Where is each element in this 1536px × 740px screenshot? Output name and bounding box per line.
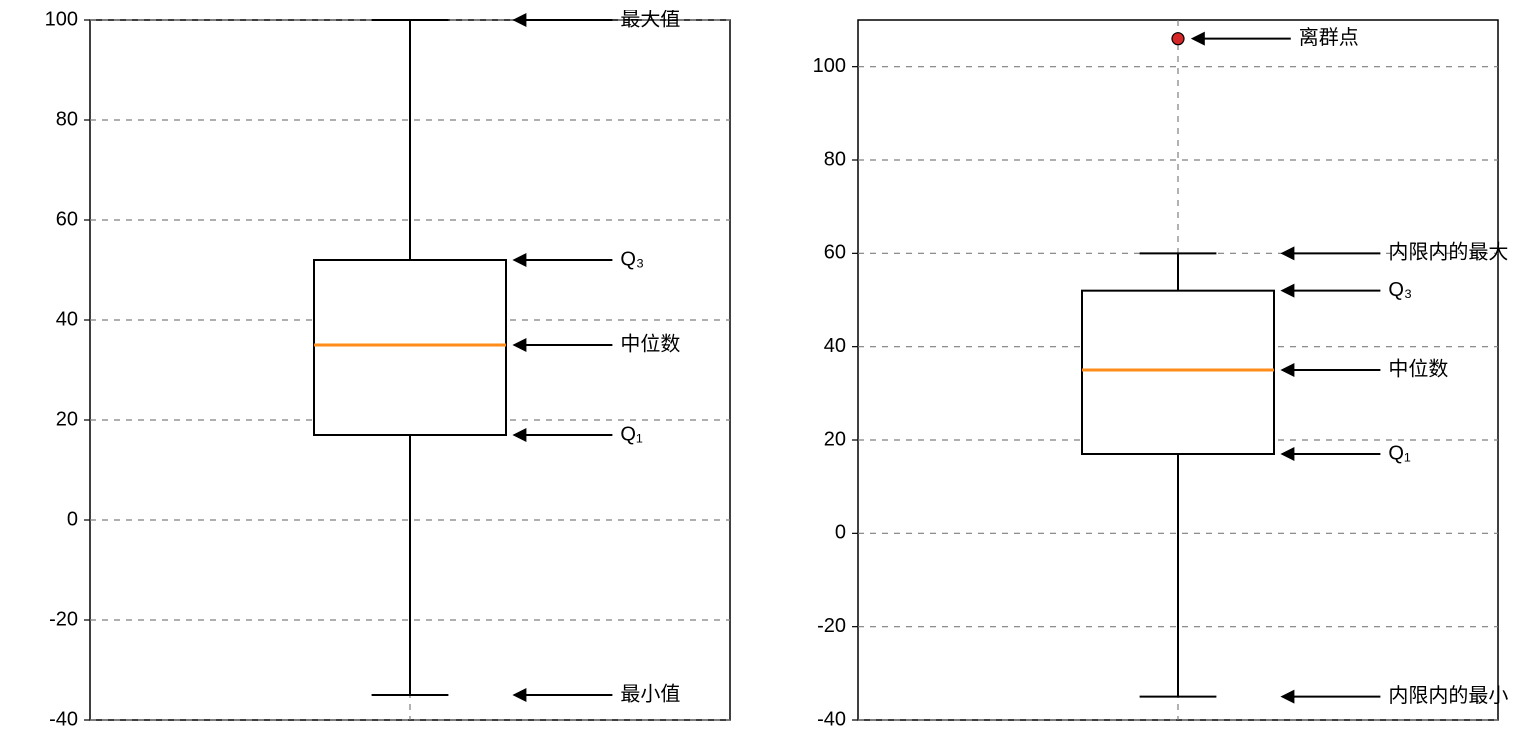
annotation-label-q3: Q₃	[620, 248, 644, 270]
annotation-label-q1: Q₁	[620, 423, 643, 445]
y-tick-label: 100	[813, 55, 846, 77]
annotation-arrowhead	[512, 338, 526, 352]
annotation-arrowhead	[1280, 447, 1294, 461]
y-tick-label: 20	[56, 408, 78, 430]
annotation-label-median: 中位数	[620, 332, 680, 355]
y-tick-label: 0	[67, 508, 78, 530]
annotation-label-min: 最小值	[620, 682, 680, 705]
y-tick-label: 100	[45, 10, 78, 30]
y-tick-label: 60	[824, 242, 846, 264]
annotation-arrowhead	[512, 688, 526, 702]
y-tick-label: -20	[817, 615, 846, 637]
y-tick-label: 60	[56, 208, 78, 230]
iqr-box	[1082, 291, 1274, 454]
annotation-arrowhead	[1280, 363, 1294, 377]
y-tick-label: 20	[824, 428, 846, 450]
outlier-point	[1172, 33, 1184, 45]
figure-wrap: -40 -20 0 20 40 60 80 100 最大值 Q₃ 中位数 Q₁ 最小值 -40 -20 0 2…	[0, 0, 1536, 740]
annotation-arrowhead	[1280, 246, 1294, 260]
y-tick-label: -40	[49, 708, 78, 730]
boxplot-left-svg: -40 -20 0 20 40 60 80 100 最大值 Q₃ 中位数 Q₁ 最小值	[20, 10, 740, 730]
y-tick-label: -20	[49, 608, 78, 630]
annotation-arrowhead	[1280, 284, 1294, 298]
annotation-label-q3: Q₃	[1388, 279, 1412, 301]
annotation-label-max: 最大值	[620, 10, 680, 30]
panel-left: -40 -20 0 20 40 60 80 100 最大值 Q₃ 中位数 Q₁ 最小值	[20, 10, 748, 730]
y-tick-label: 0	[835, 522, 846, 544]
annotation-arrowhead	[512, 253, 526, 267]
y-tick-label: -40	[817, 708, 846, 730]
iqr-box	[314, 260, 506, 435]
annotation-label-outlier: 离群点	[1299, 26, 1359, 49]
y-tick-label: 40	[56, 308, 78, 330]
panel-right: -40 -20 0 20 40 60 80 100 离群点内限内的最大值 Q₃ 中位数 Q₁ 内限内的最…	[788, 10, 1516, 730]
annotation-label-q1: Q₁	[1388, 442, 1411, 464]
y-tick-label: 80	[824, 148, 846, 170]
y-tick-label: 80	[56, 108, 78, 130]
boxplot-right-svg: -40 -20 0 20 40 60 80 100 离群点内限内的最大值 Q₃ 中位数 Q₁ 内限内的最…	[788, 10, 1508, 730]
annotation-arrowhead	[1280, 690, 1294, 704]
y-tick-label: 40	[824, 335, 846, 357]
annotation-arrowhead	[1191, 32, 1205, 46]
annotation-label-upper-whisker: 内限内的最大值	[1388, 241, 1508, 264]
annotation-label-lower-whisker: 内限内的最小值	[1388, 684, 1508, 707]
annotation-arrowhead	[512, 13, 526, 27]
annotation-label-median: 中位数	[1388, 357, 1448, 380]
annotation-arrowhead	[512, 428, 526, 442]
